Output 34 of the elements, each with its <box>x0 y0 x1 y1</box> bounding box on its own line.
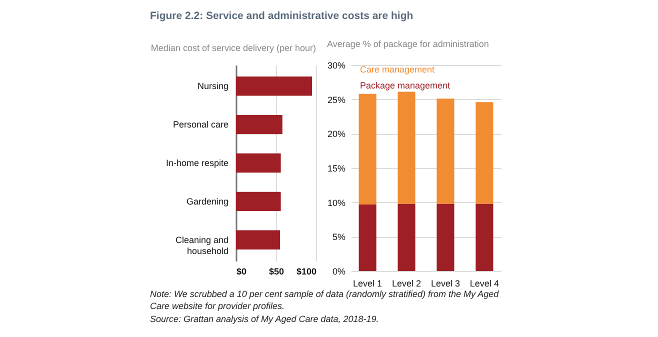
text: Package management <box>360 80 451 90</box>
x-tick-label: Level 4 <box>470 278 499 288</box>
chart-subtitle: Average % of package for administration <box>326 39 489 49</box>
bar <box>398 204 416 271</box>
y-tick-label: 5% <box>332 232 346 242</box>
bar <box>358 204 376 271</box>
x-tick-label: Level 2 <box>392 278 422 288</box>
y-tick-label: 10% <box>327 198 346 208</box>
text: Care management <box>360 64 436 74</box>
y-tick-label: 15% <box>327 164 346 174</box>
y-tick-label: Nursing <box>197 81 228 92</box>
y-tick-label: 30% <box>327 60 346 70</box>
y-tick-label: Gardening <box>186 196 228 206</box>
bar <box>436 204 454 271</box>
y-tick-label: 25% <box>327 94 346 105</box>
bar <box>358 94 376 204</box>
x-tick-label: Level 3 <box>430 278 460 288</box>
source-note: Source: Grattan analysis of My Aged Care data, 2018-19. <box>150 313 380 325</box>
bar <box>476 102 494 204</box>
y-tick-label: Cleaning and household <box>175 234 228 256</box>
x-tick-label: Level 1 <box>353 278 382 288</box>
y-tick-label: Personal care <box>172 120 228 130</box>
bar <box>398 92 416 204</box>
x-tick-label: $0 <box>236 266 247 276</box>
bar <box>476 204 494 271</box>
chart-subtitle: Median cost of service delivery (per hour) <box>150 43 316 53</box>
text: Note: We scrubbed a 10 per cent sample of data (randomly stratified) from the My Aged Care website for provider profiles. <box>150 288 500 312</box>
y-tick-label: 20% <box>327 129 346 140</box>
y-tick-label: 0% <box>332 266 346 276</box>
x-tick-label: $50 <box>268 266 284 276</box>
x-tick-label: $100 <box>296 266 316 276</box>
y-tick-label: In-home respite <box>166 158 228 168</box>
chart-title: Figure 2.2: Service and administrative costs are high <box>150 10 414 22</box>
bar <box>436 98 454 204</box>
